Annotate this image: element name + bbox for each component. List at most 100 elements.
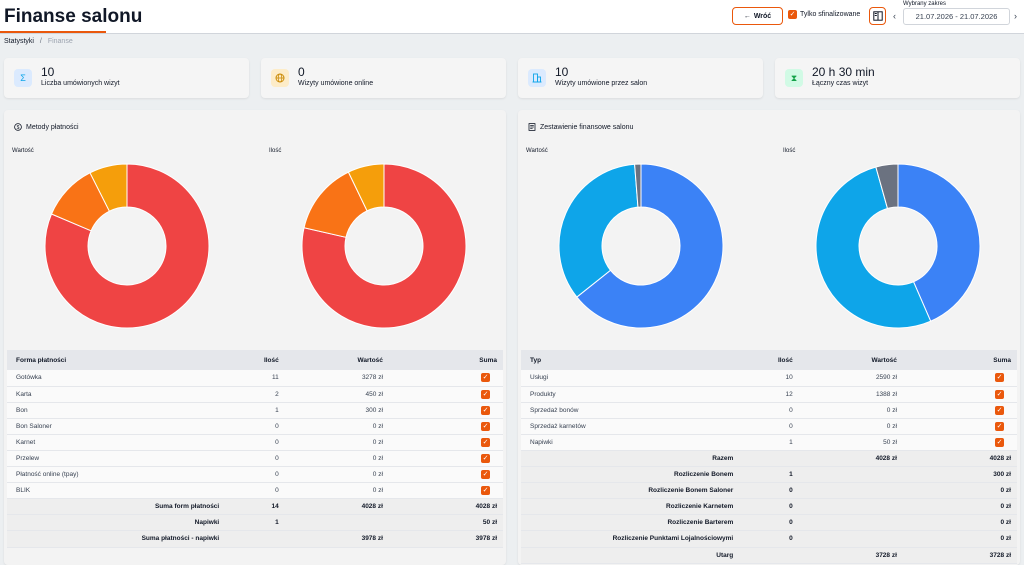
row-value: 0 zł xyxy=(798,418,903,435)
summary-row: Rozliczenie Bonem 1 300 zł xyxy=(521,466,1017,484)
column-header: Suma xyxy=(388,350,503,370)
summary-row: Rozliczenie Bonem Saloner 0 0 zł xyxy=(521,482,1017,500)
table-row: Karnet 0 0 zł ✓ xyxy=(7,434,503,451)
row-value: 3278 zł xyxy=(284,370,389,387)
include-in-sum-checkbox[interactable]: ✓ xyxy=(481,389,490,399)
table-row: Bon Saloner 0 0 zł ✓ xyxy=(7,418,503,435)
summary-sum: 0 zł xyxy=(902,498,1017,516)
summary-label: Rozliczenie Punktami Lojalnościowymi xyxy=(521,530,740,548)
row-sum-cell: ✓ xyxy=(902,402,1017,419)
summary-row: Utarg 3728 zł 3728 zł xyxy=(521,547,1017,564)
donut-slice-got-wka[interactable] xyxy=(301,163,467,329)
sigma-icon: Σ xyxy=(14,69,32,87)
column-header: Ilość xyxy=(739,350,799,370)
summary-count: 1 xyxy=(739,466,799,484)
date-range-input[interactable]: 21.07.2026 - 21.07.2026 xyxy=(903,8,1010,25)
stat-label: Liczba umówionych wizyt xyxy=(41,80,120,87)
donut-slice-bon[interactable] xyxy=(347,163,385,212)
dollar-icon: $ xyxy=(14,123,22,131)
summary-sum: 50 zł xyxy=(388,514,503,532)
svg-text:$: $ xyxy=(17,125,20,131)
row-value: 0 zł xyxy=(284,434,389,451)
summary-row: Rozliczenie Punktami Lojalnościowymi 0 0 z… xyxy=(521,530,1017,548)
stat-card-total-visits: Σ 10 Liczba umówionych wizyt xyxy=(4,58,249,98)
include-in-sum-checkbox[interactable]: ✓ xyxy=(481,437,490,447)
summary-value xyxy=(798,530,903,548)
row-sum-cell: ✓ xyxy=(388,370,503,387)
table-row: Przelew 0 0 zł ✓ xyxy=(7,450,503,468)
include-in-sum-checkbox[interactable]: ✓ xyxy=(481,470,490,480)
summary-sum: 3978 zł xyxy=(388,530,503,548)
table-row: Usługi 10 2590 zł ✓ xyxy=(521,370,1017,387)
include-in-sum-checkbox[interactable]: ✓ xyxy=(995,437,1004,447)
row-name: Karnet xyxy=(7,434,226,451)
row-count: 0 xyxy=(225,466,285,484)
table-row: Gotówka 11 3278 zł ✓ xyxy=(7,370,503,387)
payment-methods-panel: $ Metody płatności Wartość Ilość Forma p… xyxy=(4,110,506,565)
row-value: 2590 zł xyxy=(798,370,903,387)
row-name: Bon xyxy=(7,402,226,419)
row-sum-cell: ✓ xyxy=(388,434,503,451)
only-finalized-toggle[interactable]: ✓ Tylko sfinalizowane xyxy=(788,10,860,19)
globe-icon xyxy=(271,69,289,87)
include-in-sum-checkbox[interactable]: ✓ xyxy=(481,486,490,496)
table-row: Sprzedaż karnetów 0 0 zł ✓ xyxy=(521,418,1017,435)
include-in-sum-checkbox[interactable]: ✓ xyxy=(995,389,1004,399)
summary-value xyxy=(284,514,389,532)
breadcrumb-root[interactable]: Statystyki xyxy=(4,38,34,45)
donut-slice-us-ugi[interactable] xyxy=(576,163,724,329)
donut-slice-bon[interactable] xyxy=(89,163,128,212)
only-finalized-checkbox[interactable]: ✓ xyxy=(788,10,797,19)
top-bar xyxy=(0,0,1024,34)
summary-label: Rozliczenie Karnetem xyxy=(521,498,740,516)
column-header: Ilość xyxy=(225,350,285,370)
summary-row: Suma form płatności 14 4028 zł 4028 zł xyxy=(7,498,503,516)
table-row: Karta 2 450 zł ✓ xyxy=(7,386,503,403)
summary-sum: 4028 zł xyxy=(388,498,503,516)
summary-label: Rozliczenie Barterem xyxy=(521,514,740,532)
summary-count: 0 xyxy=(739,482,799,500)
summary-row: Suma płatności - napiwki 3978 zł 3978 zł xyxy=(7,530,503,548)
row-count: 0 xyxy=(225,418,285,435)
document-icon xyxy=(528,123,536,131)
panel-title-text: Metody płatności xyxy=(26,123,79,131)
table-row: Sprzedaż bonów 0 0 zł ✓ xyxy=(521,402,1017,419)
donut-slice-produkty[interactable] xyxy=(558,163,639,298)
stat-card-total-time: ⧗ 20 h 30 min Łączny czas wizyt xyxy=(775,58,1020,98)
row-value: 450 zł xyxy=(284,386,389,403)
donut-slice-napiwki[interactable] xyxy=(875,163,899,210)
next-range-button[interactable]: › xyxy=(1014,11,1017,21)
summary-value xyxy=(798,498,903,516)
row-value: 0 zł xyxy=(284,482,389,500)
row-value: 0 zł xyxy=(284,450,389,468)
include-in-sum-checkbox[interactable]: ✓ xyxy=(995,373,1004,383)
donut-slice-got-wka[interactable] xyxy=(44,163,210,329)
columns-toggle-button[interactable] xyxy=(869,7,886,25)
chart-label-value: Wartość xyxy=(526,148,548,154)
stat-label: Wizyty umówione online xyxy=(298,80,374,87)
row-name: Sprzedaż karnetów xyxy=(521,418,740,435)
include-in-sum-checkbox[interactable]: ✓ xyxy=(481,421,490,431)
donut-slice-napiwki[interactable] xyxy=(634,163,642,208)
summary-label: Razem xyxy=(521,450,740,468)
include-in-sum-checkbox[interactable]: ✓ xyxy=(481,405,490,415)
payment-value-donut-chart xyxy=(44,163,210,329)
include-in-sum-checkbox[interactable]: ✓ xyxy=(995,405,1004,415)
include-in-sum-checkbox[interactable]: ✓ xyxy=(481,454,490,464)
date-range-label: Wybrany zakres xyxy=(903,1,946,7)
donut-slice-us-ugi[interactable] xyxy=(897,163,981,322)
stat-value: 0 xyxy=(298,65,305,79)
summary-label: Utarg xyxy=(521,547,740,564)
prev-range-button[interactable]: ‹ xyxy=(893,11,896,21)
row-name: Płatność online (tpay) xyxy=(7,466,226,484)
include-in-sum-checkbox[interactable]: ✓ xyxy=(995,421,1004,431)
include-in-sum-checkbox[interactable]: ✓ xyxy=(481,373,490,383)
row-sum-cell: ✓ xyxy=(388,466,503,484)
building-icon xyxy=(528,69,546,87)
summary-row: Razem 4028 zł 4028 zł xyxy=(521,450,1017,468)
donut-slice-produkty[interactable] xyxy=(815,166,932,329)
finance-summary-panel: Zestawienie finansowe salonu Wartość Ilo… xyxy=(518,110,1020,565)
summary-sum: 0 zł xyxy=(902,482,1017,500)
back-button[interactable]: ← Wróć xyxy=(732,7,783,25)
summary-value xyxy=(798,466,903,484)
